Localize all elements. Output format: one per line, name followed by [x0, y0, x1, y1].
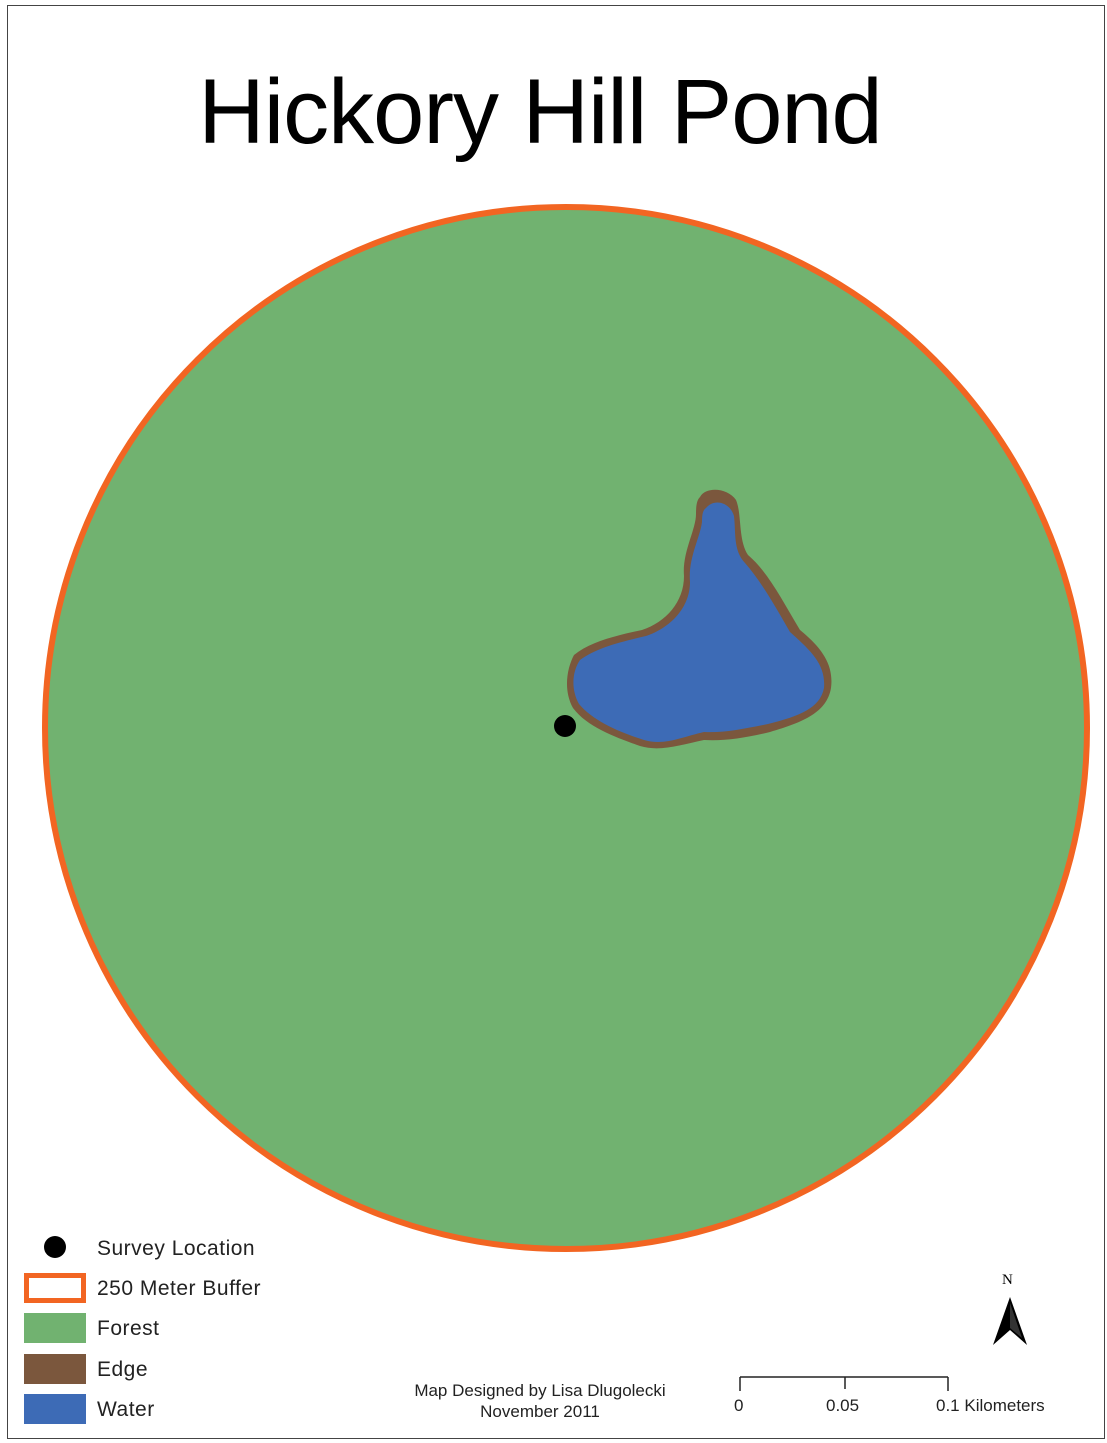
north-arrow-icon: [993, 1297, 1027, 1345]
scale-tick-label-2: 0.1 Kilometers: [936, 1396, 1045, 1415]
legend-item-buffer: 250 Meter Buffer: [24, 1273, 324, 1305]
scale-tick-label-0: 0: [734, 1396, 744, 1415]
legend-item-forest: Forest: [24, 1313, 324, 1345]
green-fill-box: [24, 1313, 86, 1343]
legend-label: Water: [97, 1398, 155, 1421]
survey-location-marker: [554, 715, 576, 737]
legend-item-water: Water: [24, 1394, 324, 1426]
map-credit: Map Designed by Lisa Dlugolecki November…: [390, 1380, 690, 1422]
scale-tick-label-1: 0.05: [826, 1396, 860, 1415]
credit-date: November 2011: [480, 1402, 600, 1421]
legend-label: Edge: [97, 1358, 149, 1381]
scale-bar: [739, 1376, 949, 1391]
black-dot-icon: [44, 1236, 66, 1258]
brown-fill-box: [24, 1354, 86, 1384]
pond-water: [573, 502, 825, 742]
legend-label: Survey Location: [97, 1237, 256, 1260]
legend-item-survey-location: Survey Location: [24, 1233, 324, 1265]
legend-label: 250 Meter Buffer: [97, 1277, 262, 1300]
legend-item-edge: Edge: [24, 1354, 324, 1386]
credit-author: Map Designed by Lisa Dlugolecki: [414, 1381, 666, 1400]
orange-outline-box: [24, 1273, 86, 1303]
legend-label: Forest: [97, 1317, 160, 1340]
map-title: Hickory Hill Pond: [198, 61, 882, 163]
map-frame: [7, 5, 1105, 1439]
blue-fill-box: [24, 1394, 86, 1424]
north-label: N: [1002, 1272, 1013, 1288]
